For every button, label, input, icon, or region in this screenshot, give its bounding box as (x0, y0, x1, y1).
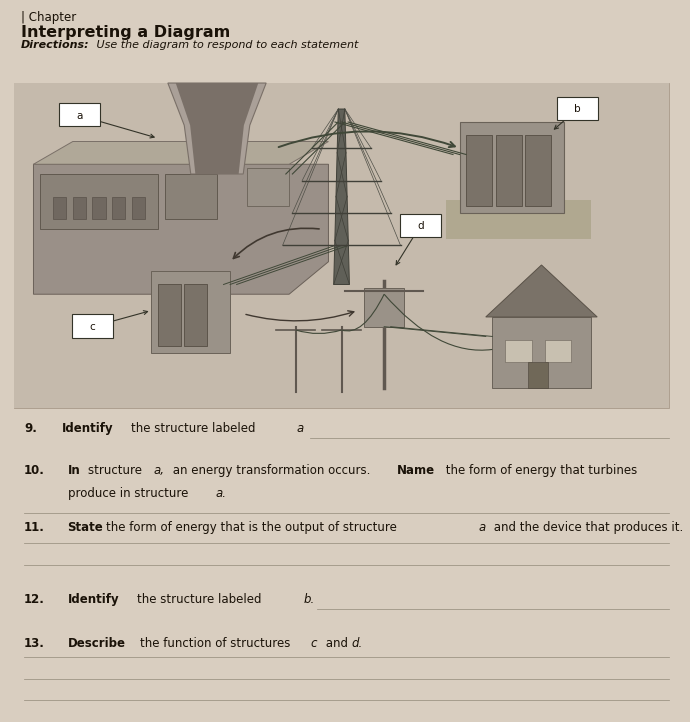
Polygon shape (132, 196, 145, 219)
Polygon shape (164, 174, 217, 219)
Text: a: a (297, 422, 304, 435)
Text: c: c (90, 322, 95, 331)
Text: In: In (68, 464, 80, 477)
Polygon shape (495, 135, 522, 206)
Text: b: b (574, 104, 581, 114)
Text: an energy transformation occurs.: an energy transformation occurs. (169, 464, 374, 477)
Polygon shape (466, 135, 493, 206)
Text: Interpreting a Diagram: Interpreting a Diagram (21, 25, 230, 40)
Polygon shape (34, 165, 328, 295)
Text: produce in structure: produce in structure (68, 487, 192, 500)
Text: 9.: 9. (24, 422, 37, 435)
Polygon shape (34, 142, 328, 165)
Text: Use the diagram to respond to each statement: Use the diagram to respond to each state… (93, 40, 359, 50)
Text: State: State (68, 521, 104, 534)
Text: Directions:: Directions: (21, 40, 89, 50)
Polygon shape (92, 196, 106, 219)
Text: a.: a. (216, 487, 227, 500)
Text: and the device that produces it.: and the device that produces it. (490, 521, 683, 534)
Text: Identify: Identify (62, 422, 114, 435)
Polygon shape (168, 83, 266, 174)
Polygon shape (545, 340, 571, 362)
Text: 10.: 10. (24, 464, 45, 477)
Text: the form of energy that turbines: the form of energy that turbines (442, 464, 637, 477)
FancyBboxPatch shape (400, 214, 441, 237)
Polygon shape (246, 168, 289, 206)
Text: a: a (478, 521, 486, 534)
Polygon shape (505, 340, 531, 362)
Polygon shape (14, 83, 669, 408)
Polygon shape (525, 135, 551, 206)
Text: structure: structure (88, 464, 146, 477)
Text: b.: b. (304, 593, 315, 606)
Text: the structure labeled: the structure labeled (137, 593, 265, 606)
Text: the function of structures: the function of structures (140, 637, 294, 650)
Polygon shape (493, 317, 591, 388)
Polygon shape (176, 83, 258, 174)
Polygon shape (112, 196, 125, 219)
Polygon shape (364, 287, 404, 326)
Polygon shape (53, 196, 66, 219)
Polygon shape (486, 265, 597, 317)
Polygon shape (158, 284, 181, 347)
Text: a,: a, (154, 464, 165, 477)
Text: 13.: 13. (24, 637, 45, 650)
Polygon shape (529, 362, 548, 388)
Text: the structure labeled: the structure labeled (131, 422, 259, 435)
Polygon shape (446, 200, 591, 239)
Text: d: d (417, 221, 424, 231)
Text: Name: Name (397, 464, 435, 477)
FancyBboxPatch shape (59, 103, 100, 126)
FancyBboxPatch shape (72, 315, 113, 338)
Text: | Chapter: | Chapter (21, 11, 76, 24)
Polygon shape (184, 284, 207, 347)
Text: Identify: Identify (68, 593, 119, 606)
Text: 12.: 12. (24, 593, 45, 606)
Polygon shape (73, 196, 86, 219)
Text: and: and (322, 637, 352, 650)
Text: d.: d. (352, 637, 363, 650)
FancyBboxPatch shape (14, 83, 669, 408)
Polygon shape (40, 174, 158, 230)
Text: c: c (310, 637, 317, 650)
Text: Describe: Describe (68, 637, 126, 650)
Text: a: a (76, 110, 83, 121)
Polygon shape (460, 122, 564, 213)
Text: 11.: 11. (24, 521, 45, 534)
Text: the form of energy that is the output of structure: the form of energy that is the output of… (106, 521, 400, 534)
Polygon shape (334, 109, 349, 284)
Polygon shape (151, 271, 230, 352)
FancyBboxPatch shape (557, 97, 598, 120)
